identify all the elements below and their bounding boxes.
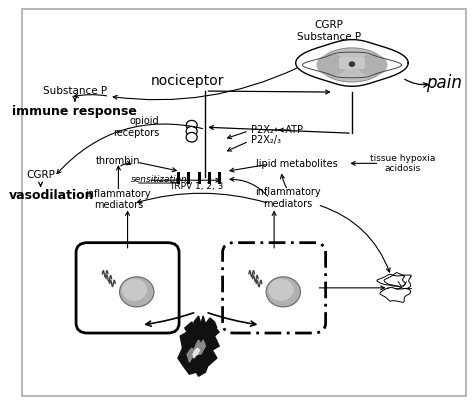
Ellipse shape — [122, 279, 147, 301]
Text: thrombin: thrombin — [96, 156, 141, 166]
Text: lipid metabolites: lipid metabolites — [256, 159, 338, 169]
FancyBboxPatch shape — [22, 9, 466, 396]
Text: immune response: immune response — [12, 105, 137, 118]
Polygon shape — [178, 316, 219, 376]
Text: pain: pain — [426, 74, 462, 92]
Text: CGRP
Substance P: CGRP Substance P — [297, 20, 361, 42]
Text: ← ATP: ← ATP — [274, 125, 303, 135]
Ellipse shape — [320, 48, 384, 82]
Circle shape — [186, 127, 197, 136]
FancyBboxPatch shape — [223, 243, 326, 333]
Ellipse shape — [317, 54, 346, 76]
Text: TRPV 1, 2, 3: TRPV 1, 2, 3 — [169, 182, 223, 191]
Text: P2X₂/₃: P2X₂/₃ — [251, 135, 281, 145]
Circle shape — [186, 120, 197, 130]
Ellipse shape — [358, 54, 387, 76]
Text: Substance P: Substance P — [43, 86, 107, 96]
Circle shape — [349, 61, 355, 67]
Ellipse shape — [266, 277, 301, 307]
Text: nociceptor: nociceptor — [150, 74, 224, 88]
FancyBboxPatch shape — [339, 57, 365, 69]
Polygon shape — [193, 348, 200, 358]
Text: inflammatory
mediators: inflammatory mediators — [255, 187, 320, 209]
Text: P2X₂: P2X₂ — [251, 125, 274, 135]
Polygon shape — [187, 340, 205, 362]
Text: inflammatory
mediators: inflammatory mediators — [86, 189, 151, 210]
Text: sensitization: sensitization — [131, 175, 188, 184]
Text: opioid
receptors: opioid receptors — [113, 116, 160, 138]
Text: vasodilation: vasodilation — [9, 189, 95, 202]
Circle shape — [186, 133, 197, 142]
FancyBboxPatch shape — [76, 243, 179, 333]
Text: tissue hypoxia
acidosis: tissue hypoxia acidosis — [370, 154, 435, 173]
Ellipse shape — [268, 279, 293, 301]
Text: CGRP: CGRP — [26, 170, 55, 181]
Ellipse shape — [119, 277, 154, 307]
